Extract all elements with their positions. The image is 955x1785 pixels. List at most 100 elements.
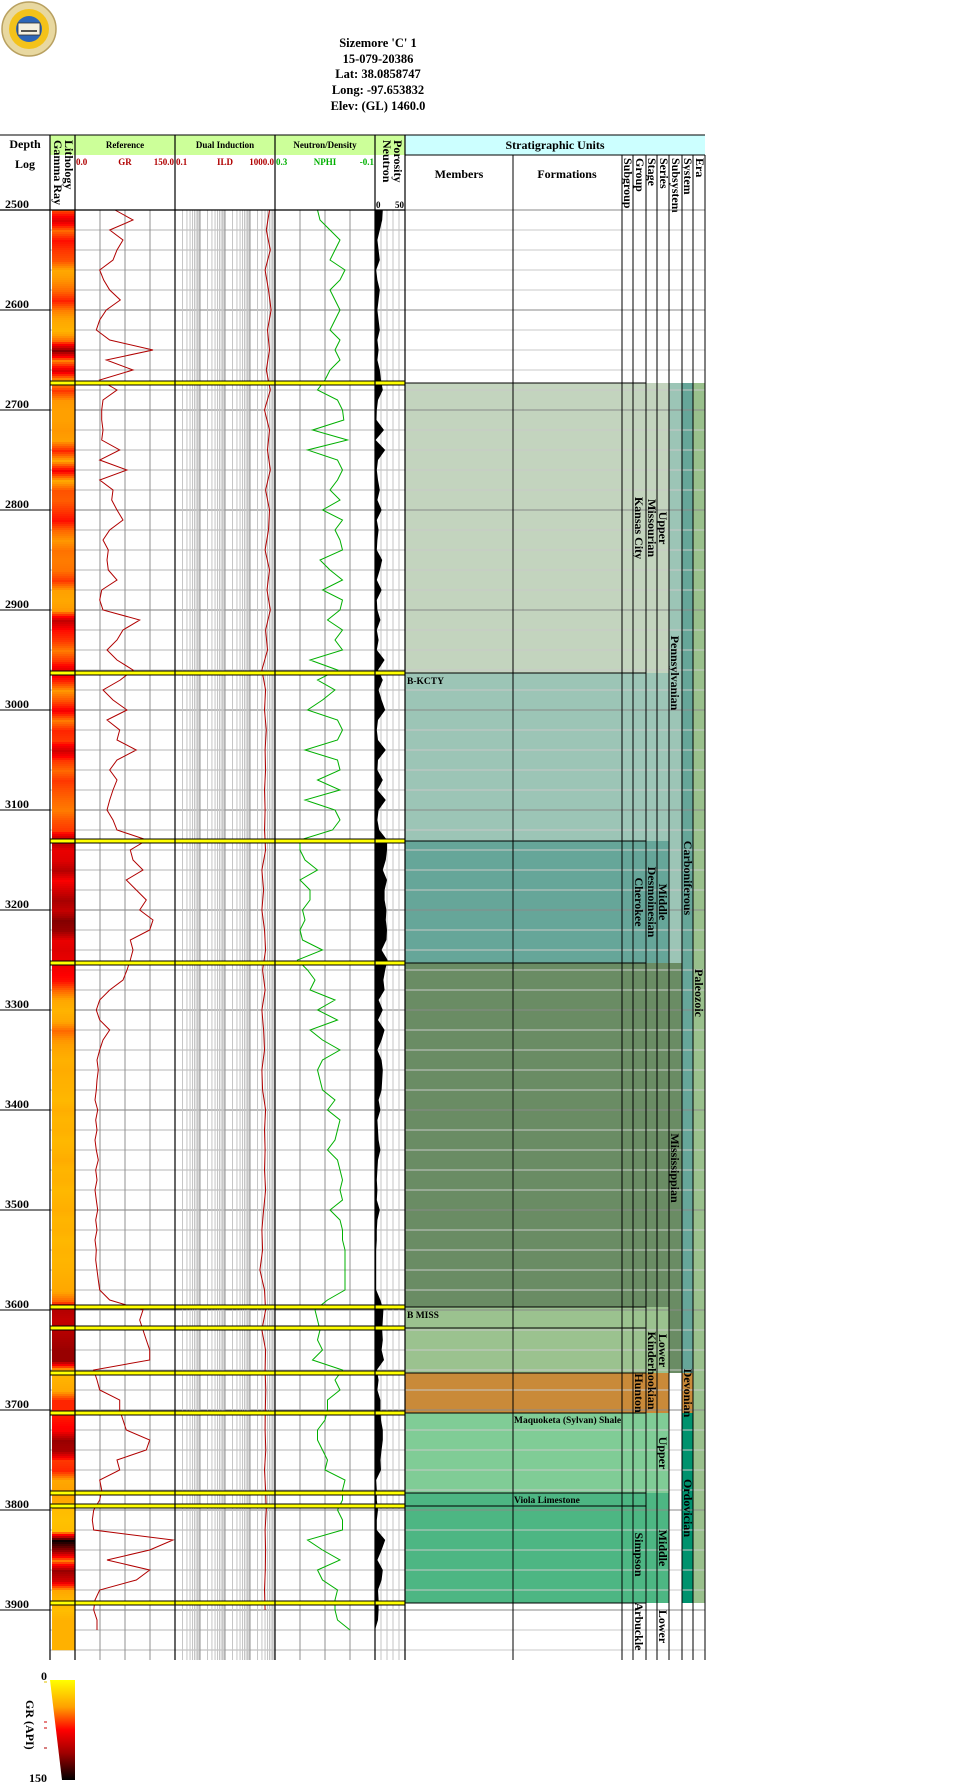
lithology-cell: [52, 370, 75, 373]
lithology-cell: [52, 1032, 75, 1035]
lithology-cell: [52, 756, 75, 759]
lithology-cell: [52, 942, 75, 945]
lithology-cell: [52, 1210, 75, 1213]
lithology-cell: [52, 992, 75, 995]
lithology-cell: [52, 1002, 75, 1005]
lithology-cell: [52, 686, 75, 689]
lithology-cell: [52, 290, 75, 293]
lithology-cell: [52, 1476, 75, 1479]
lithology-cell: [52, 536, 75, 539]
lithology-cell: [52, 356, 75, 359]
lithology-cell: [52, 474, 75, 477]
group-label: Kansas City: [632, 497, 646, 559]
lithology-cell: [52, 288, 75, 291]
lithology-cell: [52, 946, 75, 949]
lithology-cell: [52, 512, 75, 515]
lithology-cell: [52, 884, 75, 887]
lithology-cell: [52, 1614, 75, 1617]
lithology-cell: [52, 1510, 75, 1513]
lithology-cell: [52, 1520, 75, 1523]
lithology-cell: [52, 806, 75, 809]
gr-legend: 0 150 GR (API): [23, 1669, 75, 1785]
lithology-cell: [52, 722, 75, 725]
lithology-cell: [52, 1358, 75, 1361]
lithology-cell: [52, 580, 75, 583]
lithology-cell: [52, 1054, 75, 1057]
gamma-ray-header: Gamma Ray: [51, 140, 65, 205]
lithology-cell: [52, 1548, 75, 1551]
lithology-cell: [52, 858, 75, 861]
gr-scale-min: 0.0: [76, 157, 88, 167]
lithology-cell: [52, 972, 75, 975]
lithology-cell: [52, 758, 75, 761]
lithology-cell: [52, 1160, 75, 1163]
formation-top-line: [49, 1490, 406, 1496]
lithology-cell: [52, 436, 75, 439]
lithology-cell: [52, 720, 75, 723]
strat-zone-fill: [405, 383, 669, 673]
lithology-cell: [52, 1320, 75, 1323]
lithology-cell: [52, 1528, 75, 1531]
lithology-cell: [52, 1384, 75, 1387]
lithology-cell: [52, 224, 75, 227]
lithology-cell: [52, 882, 75, 885]
lithology-cell: [52, 1390, 75, 1393]
series-label: Upper: [656, 1437, 670, 1470]
depth-label: 3900: [5, 1597, 29, 1611]
lithology-cell: [52, 424, 75, 427]
lithology-cell: [52, 404, 75, 407]
lithology-cell: [52, 1146, 75, 1149]
strat-fills: [405, 383, 705, 1603]
lithology-cell: [52, 1136, 75, 1139]
lithology-cell: [52, 1164, 75, 1167]
lithology-cell: [52, 1456, 75, 1459]
lithology-cell: [52, 1268, 75, 1271]
lithology-cell: [52, 226, 75, 229]
lithology-cell: [52, 912, 75, 915]
lithology-cell: [52, 318, 75, 321]
lithology-cell: [52, 780, 75, 783]
lithology-cell: [52, 596, 75, 599]
lithology-cell: [52, 1366, 75, 1369]
lithology-cell: [52, 1336, 75, 1339]
lithology-cell: [52, 1628, 75, 1631]
lithology-cell: [52, 1070, 75, 1073]
legend-min: 0: [41, 1669, 47, 1683]
lithology-cell: [52, 760, 75, 763]
dual-induction-track-title: Dual Induction: [196, 140, 254, 150]
era-fill: [693, 383, 705, 1603]
lithology-cell: [52, 1646, 75, 1649]
lithology-cell: [52, 374, 75, 377]
lithology-cell: [52, 460, 75, 463]
porosity-header: Porosity: [391, 140, 405, 182]
lithology-cell: [52, 376, 75, 379]
lithology-cell: [52, 246, 75, 249]
lithology-cell: [52, 1434, 75, 1437]
lithology-cell: [52, 1212, 75, 1215]
lithology-cell: [52, 516, 75, 519]
lithology-cell: [52, 632, 75, 635]
lithology-cell: [52, 860, 75, 863]
lithology-cell: [52, 458, 75, 461]
lithology-cell: [52, 600, 75, 603]
lithology-cell: [52, 368, 75, 371]
lithology-cell: [52, 1104, 75, 1107]
lithology-cell: [52, 928, 75, 931]
member-label: B-KCTY: [407, 677, 444, 687]
lithology-cell: [52, 576, 75, 579]
formation-label: Viola Limestone: [514, 1496, 580, 1506]
lithology-cell: [52, 948, 75, 951]
lithology-cell: [52, 510, 75, 513]
lithology-cell: [52, 770, 75, 773]
lithology-cell: [52, 1302, 75, 1305]
lithology-cell: [52, 378, 75, 381]
lithology-cell: [52, 802, 75, 805]
depth-label: 3300: [5, 997, 29, 1011]
lithology-cell: [52, 1194, 75, 1197]
lithology-cell: [52, 1472, 75, 1475]
depth-label: 3700: [5, 1397, 29, 1411]
nphi-scale-name: NPHI: [314, 157, 337, 167]
lithology-cell: [52, 776, 75, 779]
lithology-cell: [52, 688, 75, 691]
lithology-cell: [52, 1626, 75, 1629]
